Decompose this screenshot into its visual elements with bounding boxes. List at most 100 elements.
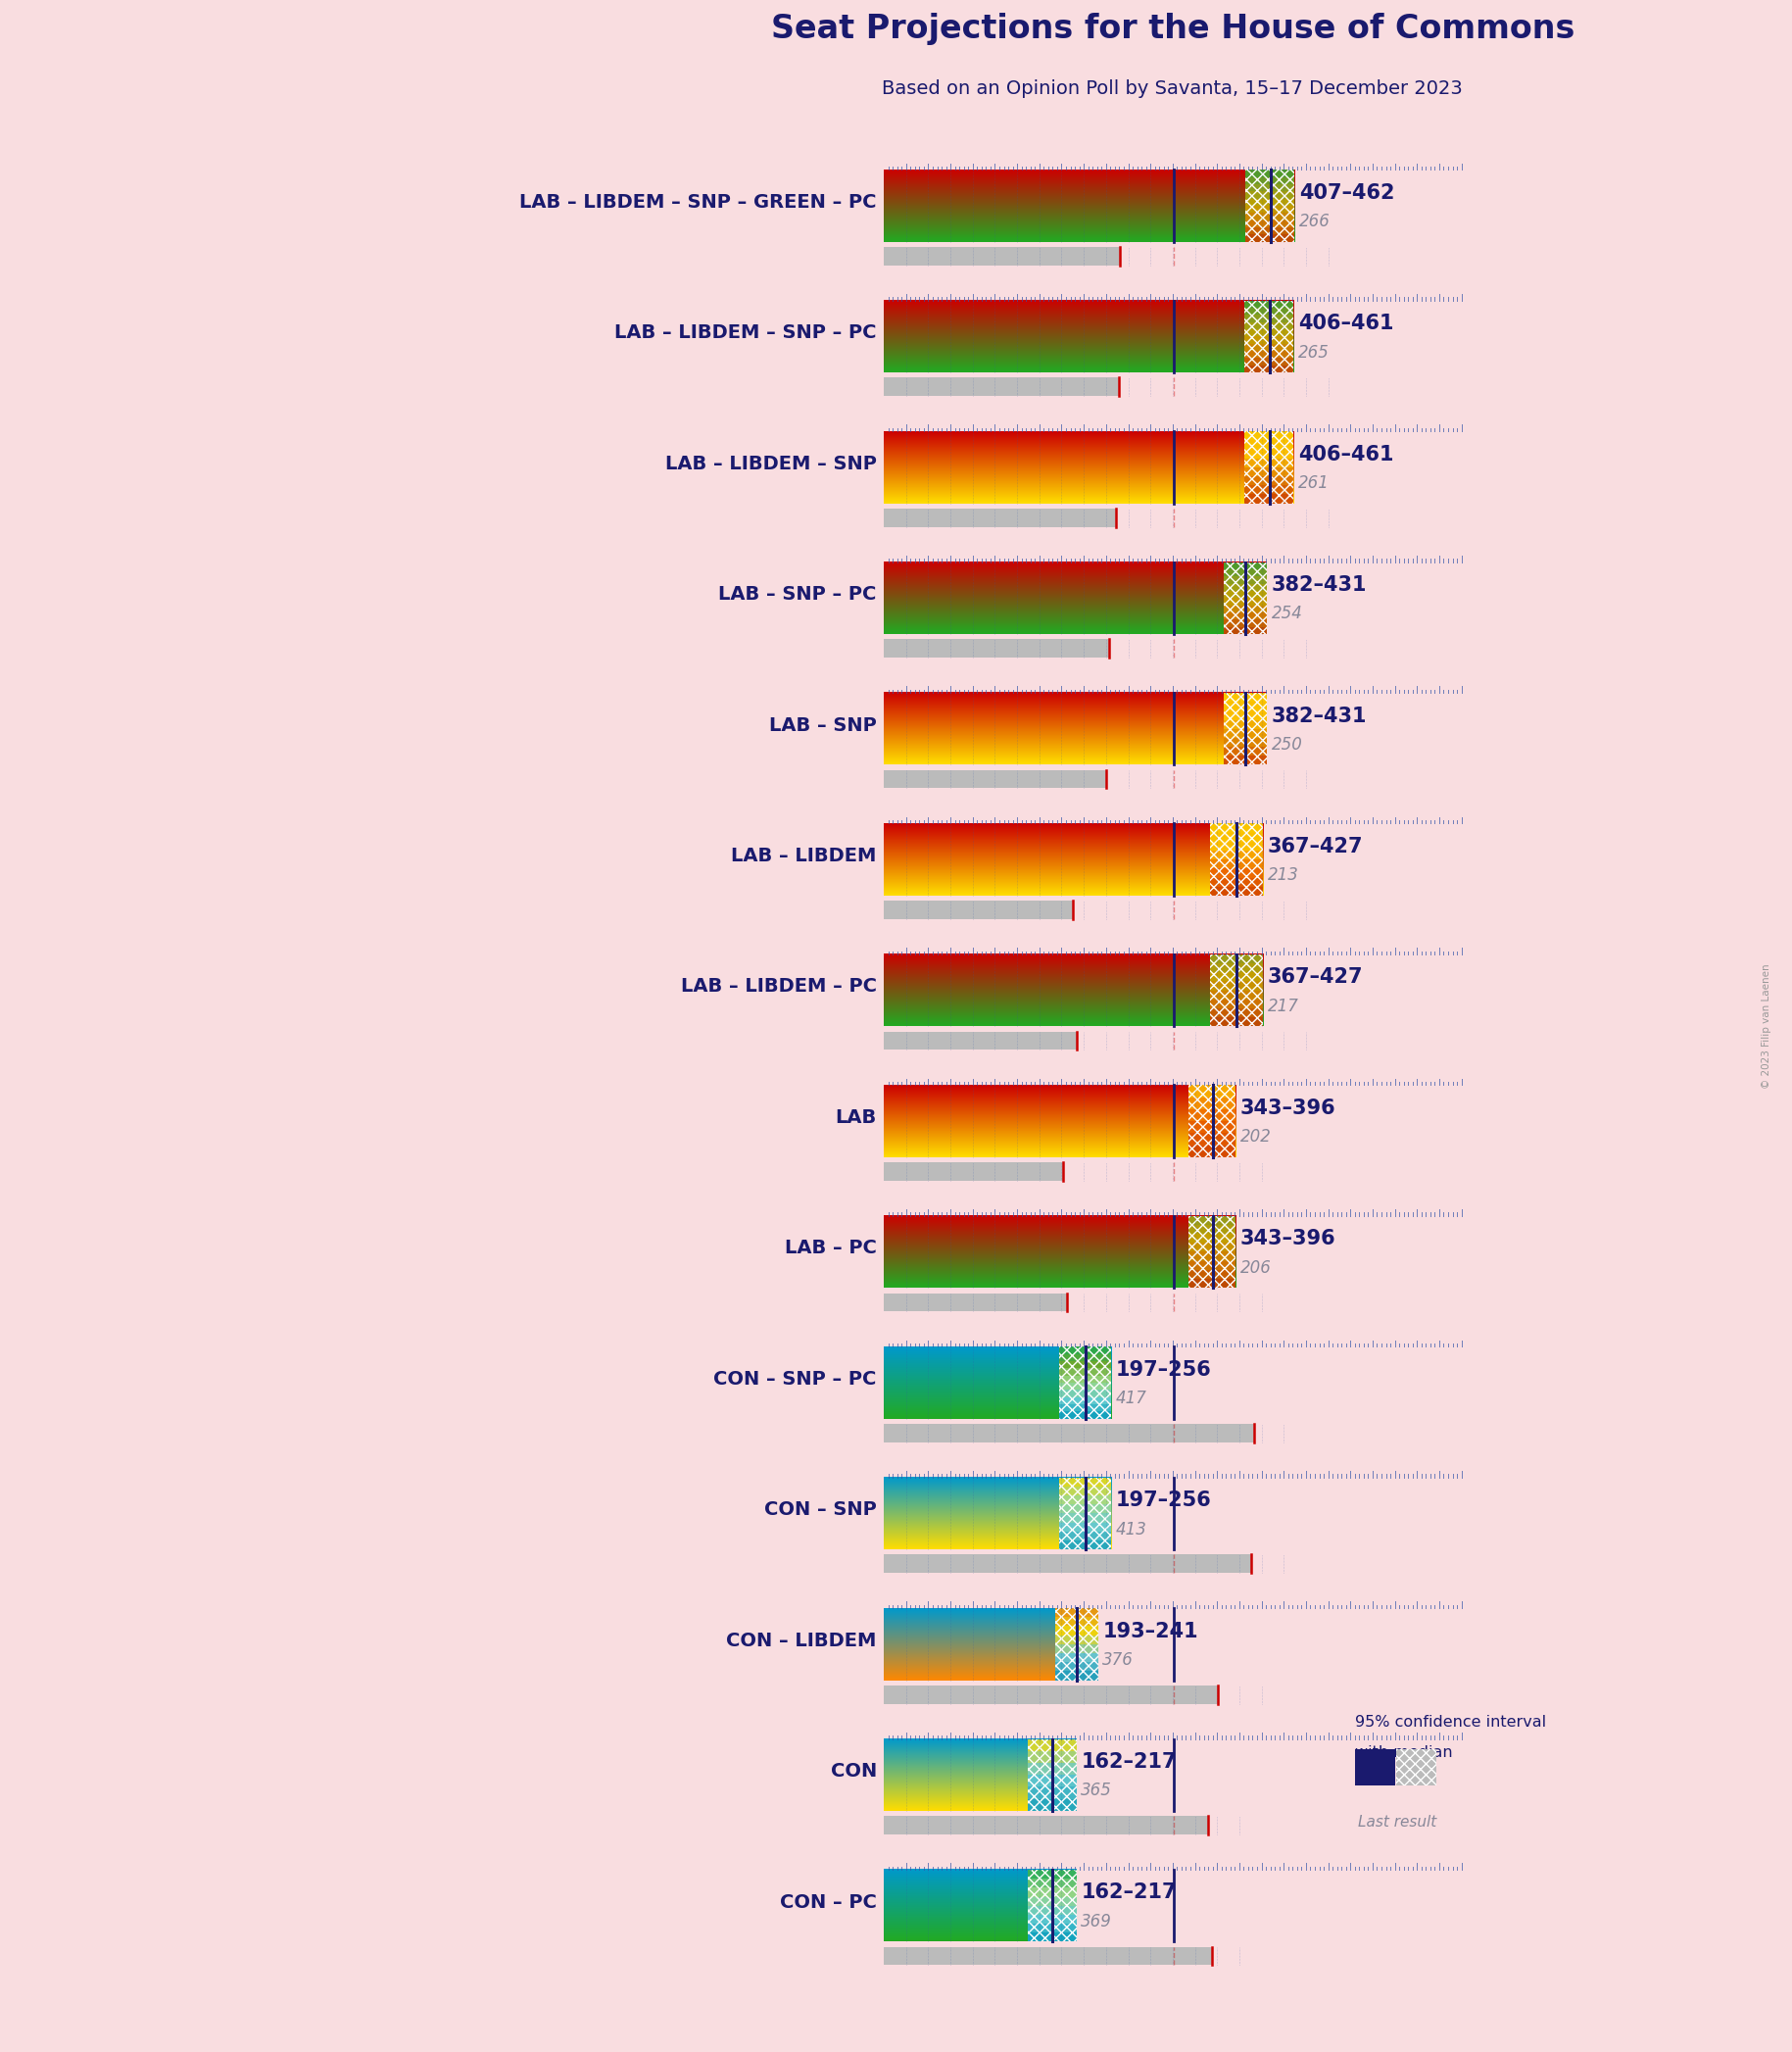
Bar [1029,1787,1077,1800]
Bar [1210,823,1263,833]
Bar [1029,1880,1077,1888]
Bar [1059,1496,1111,1504]
Bar [1188,1278,1236,1289]
Bar [1059,1354,1111,1360]
Text: 367–427: 367–427 [1267,837,1364,856]
Bar [1245,441,1294,449]
Text: LAB – LIBDEM – SNP – GREEN – PC: LAB – LIBDEM – SNP – GREEN – PC [520,193,876,211]
Text: 95% confidence interval: 95% confidence interval [1355,1715,1546,1730]
Bar [1188,1225,1236,1233]
Bar [883,1555,1251,1574]
Bar [1245,359,1294,365]
Bar [1224,755,1267,765]
Bar [1210,991,1263,999]
Text: LAB – SNP: LAB – SNP [769,716,876,735]
Bar [1210,962,1263,973]
Bar [1245,308,1294,314]
Text: 382–431: 382–431 [1271,706,1367,726]
Bar [1059,1397,1111,1404]
Text: CON – SNP: CON – SNP [765,1500,876,1518]
Bar [1210,841,1263,852]
Text: 261: 261 [1297,474,1330,492]
Bar [883,1161,1063,1180]
Bar [1245,449,1294,458]
Text: 193–241: 193–241 [1102,1621,1199,1642]
Bar [1355,1748,1394,1785]
Bar [883,1424,1254,1443]
Text: LAB – LIBDEM: LAB – LIBDEM [731,847,876,866]
Bar [1224,728,1267,739]
Bar [1245,484,1294,495]
Bar [883,378,1120,396]
Bar [1245,468,1294,476]
Bar [883,1685,1219,1703]
Bar [1224,747,1267,755]
Bar [1029,1896,1077,1906]
Bar [1188,1145,1236,1157]
Bar [1055,1670,1098,1681]
Bar [1224,739,1267,747]
Text: CON – LIBDEM: CON – LIBDEM [726,1631,876,1650]
Bar [1245,220,1294,228]
Bar [883,246,1120,265]
Bar [1029,1750,1077,1763]
Bar [1188,1133,1236,1145]
Bar [1188,1217,1236,1225]
Bar [1059,1375,1111,1383]
Text: 265: 265 [1297,343,1330,361]
Bar [1210,868,1263,878]
Text: 266: 266 [1299,213,1330,230]
Bar [1029,1906,1077,1915]
Text: LAB – SNP – PC: LAB – SNP – PC [719,585,876,603]
Text: © 2023 Filip van Laenen: © 2023 Filip van Laenen [1762,964,1772,1088]
Bar [1059,1404,1111,1412]
Text: 254: 254 [1271,605,1303,622]
Bar [1245,300,1294,308]
Bar [1210,954,1263,962]
Bar [1188,1233,1236,1244]
Bar [1188,1120,1236,1133]
Text: 213: 213 [1267,866,1299,884]
Bar [1245,328,1294,337]
Text: 365: 365 [1081,1781,1113,1800]
Bar [1055,1609,1098,1617]
Text: 197–256: 197–256 [1116,1360,1211,1379]
Bar [1245,431,1294,441]
Text: 217: 217 [1267,997,1299,1016]
Bar [1245,345,1294,351]
Bar [1245,495,1294,503]
Bar [1396,1748,1437,1785]
Text: LAB: LAB [835,1108,876,1127]
Bar [1210,1018,1263,1026]
Bar [1210,999,1263,1008]
Bar [1245,191,1294,199]
Bar [1245,458,1294,468]
Bar [883,1293,1066,1311]
Bar [1245,476,1294,484]
Bar [883,1816,1208,1834]
Bar [1029,1738,1077,1750]
Bar [1245,199,1294,205]
Bar [1029,1923,1077,1933]
Bar [1245,205,1294,213]
Bar [1055,1644,1098,1654]
Bar [1188,1270,1236,1278]
Bar [1224,562,1267,568]
Bar [1245,365,1294,373]
Bar [1029,1775,1077,1787]
Bar [1210,833,1263,841]
Bar [883,509,1116,527]
Bar [883,1032,1077,1051]
Text: 343–396: 343–396 [1240,1098,1335,1118]
Text: CON: CON [830,1763,876,1781]
Text: LAB – LIBDEM – SNP: LAB – LIBDEM – SNP [665,453,876,474]
Text: 369: 369 [1081,1912,1113,1931]
Bar [1210,860,1263,868]
Text: 413: 413 [1116,1521,1147,1539]
Bar [1059,1523,1111,1531]
Bar [1055,1635,1098,1644]
Text: LAB – LIBDEM – SNP – PC: LAB – LIBDEM – SNP – PC [615,324,876,343]
Bar [1245,228,1294,234]
Bar [1059,1369,1111,1375]
Bar [1188,1110,1236,1120]
